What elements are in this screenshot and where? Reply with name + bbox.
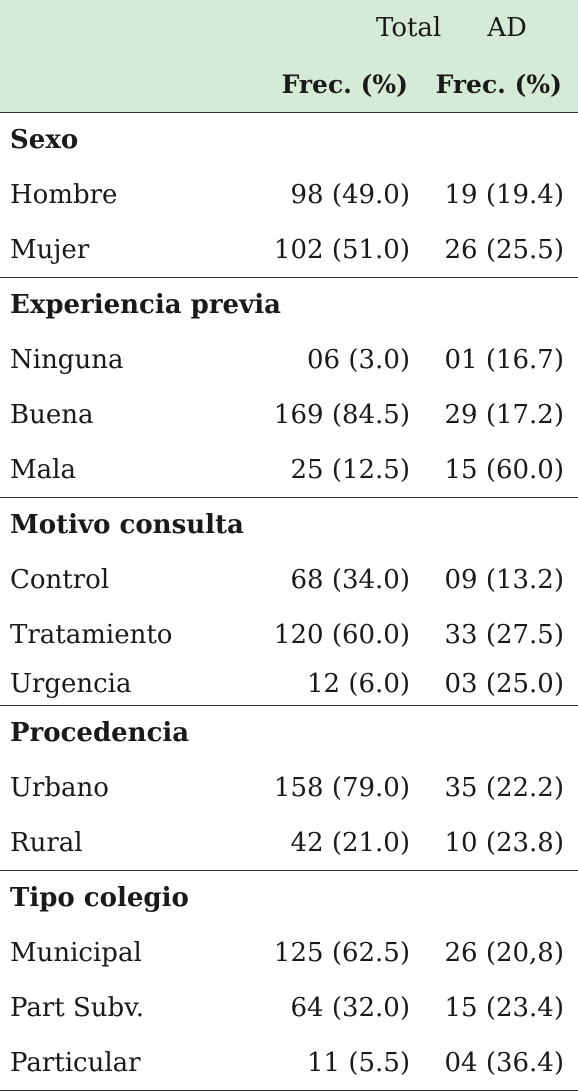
section-procedencia: Procedencia Urbano 158 (79.0) 35 (22.2) … — [0, 706, 578, 871]
row-label: Particular — [10, 1047, 141, 1078]
section-title: Procedencia — [10, 718, 190, 748]
row-total: 12 (6.0) — [307, 669, 410, 699]
row-label: Municipal — [10, 937, 142, 968]
table-row: Rural 42 (21.0) 10 (23.8) — [0, 815, 578, 870]
row-ad: 09 (13.2) — [444, 564, 564, 595]
row-ad: 15 (60.0) — [444, 454, 564, 485]
table-row: Urgencia 12 (6.0) 03 (25.0) — [0, 663, 578, 705]
row-label: Part Subv. — [10, 992, 145, 1023]
row-total: 25 (12.5) — [290, 454, 410, 485]
row-label: Mala — [10, 454, 76, 485]
row-label: Hombre — [10, 179, 118, 210]
row-ad: 35 (22.2) — [444, 772, 564, 803]
row-label: Rural — [10, 827, 83, 858]
subheader-total: Frec. (%) — [281, 69, 408, 99]
row-label: Urbano — [10, 772, 109, 803]
row-total: 42 (21.0) — [290, 827, 410, 858]
row-total: 120 (60.0) — [273, 620, 410, 650]
row-total: 125 (62.5) — [273, 937, 410, 968]
row-label: Buena — [10, 399, 94, 430]
row-label: Control — [10, 564, 110, 595]
row-total: 64 (32.0) — [290, 992, 410, 1023]
row-total: 158 (79.0) — [273, 772, 410, 803]
section-title: Tipo colegio — [10, 883, 189, 913]
row-total: 11 (5.5) — [307, 1047, 410, 1078]
table-row: Ninguna 06 (3.0) 01 (16.7) — [0, 332, 578, 387]
row-ad: 01 (16.7) — [444, 344, 564, 375]
row-total: 68 (34.0) — [290, 564, 410, 595]
row-ad: 10 (23.8) — [444, 827, 564, 858]
table-row: Mala 25 (12.5) 15 (60.0) — [0, 442, 578, 497]
table-row: Control 68 (34.0) 09 (13.2) — [0, 552, 578, 607]
table-row: Urbano 158 (79.0) 35 (22.2) — [0, 760, 578, 815]
row-label: Urgencia — [10, 669, 132, 699]
table-header: Total AD Frec. (%) Frec. (%) — [0, 0, 578, 113]
table-row: Tratamiento 120 (60.0) 33 (27.5) — [0, 607, 578, 663]
header-total: Total — [376, 13, 442, 43]
section-sexo: Sexo Hombre 98 (49.0) 19 (19.4) Mujer 10… — [0, 113, 578, 278]
row-label: Ninguna — [10, 344, 124, 375]
section-title: Experiencia previa — [10, 290, 281, 320]
row-total: 06 (3.0) — [307, 344, 410, 375]
table-row: Hombre 98 (49.0) 19 (19.4) — [0, 167, 578, 222]
subheader-ad: Frec. (%) — [435, 69, 562, 99]
row-label: Mujer — [10, 234, 90, 265]
row-ad: 04 (36.4) — [444, 1047, 564, 1078]
row-total: 98 (49.0) — [290, 179, 410, 210]
header-row-columns: Total AD — [0, 0, 578, 56]
section-title: Sexo — [10, 125, 79, 155]
table-row: Municipal 125 (62.5) 26 (20,8) — [0, 925, 578, 980]
header-row-subheaders: Frec. (%) Frec. (%) — [0, 56, 578, 112]
row-ad: 15 (23.4) — [444, 992, 564, 1023]
section-title: Motivo consulta — [10, 510, 244, 540]
table-row: Buena 169 (84.5) 29 (17.2) — [0, 387, 578, 442]
row-label: Tratamiento — [10, 620, 173, 650]
row-total: 169 (84.5) — [273, 399, 410, 430]
row-ad: 03 (25.0) — [444, 669, 564, 699]
section-experiencia-previa: Experiencia previa Ninguna 06 (3.0) 01 (… — [0, 278, 578, 498]
table-row: Mujer 102 (51.0) 26 (25.5) — [0, 222, 578, 277]
row-ad: 33 (27.5) — [444, 620, 564, 650]
header-ad: AD — [487, 13, 527, 43]
row-ad: 29 (17.2) — [444, 399, 564, 430]
row-ad: 19 (19.4) — [444, 179, 564, 210]
row-ad: 26 (20,8) — [444, 937, 564, 968]
row-total: 102 (51.0) — [273, 234, 410, 265]
table-row: Part Subv. 64 (32.0) 15 (23.4) — [0, 980, 578, 1035]
row-ad: 26 (25.5) — [444, 234, 564, 265]
table-row: Particular 11 (5.5) 04 (36.4) — [0, 1035, 578, 1090]
section-tipo-colegio: Tipo colegio Municipal 125 (62.5) 26 (20… — [0, 871, 578, 1091]
section-motivo-consulta: Motivo consulta Control 68 (34.0) 09 (13… — [0, 498, 578, 706]
